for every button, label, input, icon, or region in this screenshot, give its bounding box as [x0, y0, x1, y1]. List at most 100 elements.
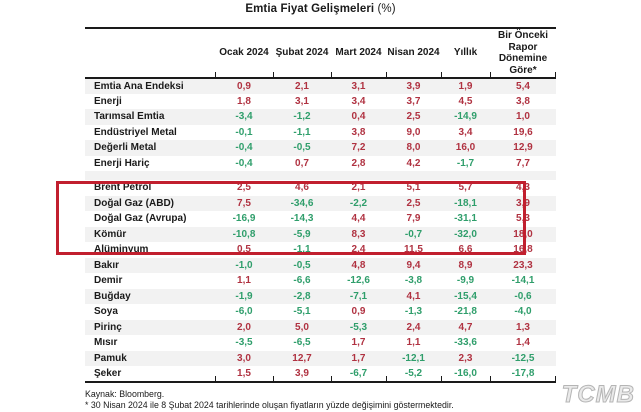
row-label: Endüstriyel Metal [94, 126, 177, 138]
value-cell: -1,2 [293, 111, 311, 123]
value-cell: 2,4 [351, 244, 366, 256]
value-cell: -0,6 [514, 290, 532, 302]
value-cell: 0,5 [237, 244, 251, 256]
table-row: Kömür -10,8 -5,9 8,3 -0,7 -32,0 18,0 [85, 226, 556, 242]
value-cell: 11,5 [404, 244, 423, 256]
value-cell: 2,5 [406, 197, 421, 209]
value-cell: 2,8 [351, 157, 366, 169]
value-cell: -0,1 [235, 126, 253, 138]
column-header: Şubat 2024 [273, 28, 331, 78]
value-cell: -1,7 [456, 157, 475, 169]
column-header: Nisan 2024 [386, 28, 441, 78]
table-row: Alüminyum 0,5 -1,1 2,4 11,5 6,6 16,8 [85, 242, 556, 258]
value-cell: 3,0 [237, 352, 251, 364]
value-cell: 4,8 [351, 259, 366, 271]
value-cell: 8,3 [351, 228, 366, 240]
value-cell: -12,5 [511, 352, 535, 364]
value-cell: -14,9 [454, 111, 477, 123]
footnote-text: * 30 Nisan 2024 ile 8 Şubat 2024 tarihle… [85, 399, 454, 410]
table-row: Enerji 1,8 3,1 3,4 3,7 4,5 3,8 [85, 94, 556, 110]
value-cell: -6,0 [235, 306, 253, 318]
value-cell: 19,6 [513, 126, 533, 138]
value-cell: 1,0 [516, 111, 530, 123]
table-row: Pamuk 3,0 12,7 1,7 -12,1 2,3 -12,5 [85, 350, 556, 366]
value-cell: 3,8 [351, 126, 366, 138]
table-footer: Kaynak: Bloomberg. * 30 Nisan 2024 ile 8… [85, 389, 454, 410]
row-label: Doğal Gaz (Avrupa) [94, 213, 187, 225]
value-cell: -16,9 [232, 213, 256, 225]
value-cell: -9,9 [456, 275, 475, 287]
title-text: Emtia Fiyat Gelişmeleri [245, 3, 375, 15]
value-cell: -17,8 [490, 366, 556, 382]
value-cell: 3,4 [458, 126, 473, 138]
value-cell: 2,3 [458, 352, 473, 364]
value-cell: 4,3 [516, 182, 530, 194]
row-label: Doğal Gaz (ABD) [94, 197, 174, 209]
value-cell: 4,5 [458, 95, 473, 107]
value-cell: 9,4 [406, 259, 421, 271]
column-header: Bir Önceki Rapor Dönemine Göre* [490, 28, 556, 78]
value-cell: 3,4 [351, 95, 366, 107]
value-cell: 7,5 [237, 197, 251, 209]
value-cell: 2,5 [237, 182, 251, 194]
value-cell: 3,9 [273, 366, 331, 382]
value-cell: 1,4 [516, 337, 530, 349]
table-row: Tarımsal Emtia -3,4 -1,2 0,4 2,5 -14,9 1,0 [85, 109, 556, 125]
value-cell: -12,6 [347, 275, 370, 287]
tcmb-watermark: TCMB [561, 381, 635, 409]
column-header: Yıllık [441, 28, 490, 78]
row-label: Mısır [94, 337, 118, 349]
value-cell: 4,7 [458, 321, 473, 333]
value-cell: -1,1 [293, 244, 311, 256]
column-header: Mart 2024 [331, 28, 386, 78]
value-cell: 1,7 [351, 352, 366, 364]
value-cell: -1,0 [235, 259, 253, 271]
value-cell: 2,5 [406, 111, 421, 123]
value-cell: -0,4 [235, 157, 253, 169]
row-label-header [85, 28, 215, 78]
value-cell: 8,9 [458, 259, 473, 271]
value-cell: 4,4 [351, 213, 366, 225]
row-label: Şeker [94, 367, 122, 379]
source-text: Kaynak: Bloomberg. [85, 389, 165, 399]
value-cell: -33,6 [454, 337, 477, 349]
commodity-price-table: Ocak 2024 Şubat 2024 Mart 2024 Nisan 202… [85, 27, 556, 383]
value-cell: -3,4 [235, 111, 253, 123]
value-cell: 5,7 [458, 182, 473, 194]
value-cell: -7,1 [349, 290, 368, 302]
value-cell: 1,7 [351, 337, 366, 349]
value-cell: -6,6 [293, 275, 311, 287]
value-cell: -14,3 [290, 213, 314, 225]
value-cell: -16,0 [441, 366, 490, 382]
table-row: Emtia Ana Endeksi 0,9 2,1 3,1 3,9 1,9 5,4 [85, 78, 556, 94]
value-cell: 0,9 [351, 306, 366, 318]
value-cell: 0,7 [295, 157, 309, 169]
value-cell: -5,3 [349, 321, 368, 333]
value-cell: 3,1 [295, 95, 309, 107]
value-cell: 1,1 [237, 275, 251, 287]
value-cell: -2,2 [349, 197, 368, 209]
value-cell: -2,8 [293, 290, 311, 302]
value-cell: -1,1 [293, 126, 311, 138]
value-cell: -31,1 [454, 213, 477, 225]
page-title: Emtia Fiyat Gelişmeleri (%) [85, 3, 556, 15]
table-row: Demir 1,1 -6,6 -12,6 -3,8 -9,9 -14,1 [85, 273, 556, 289]
row-label: Pirinç [94, 321, 122, 333]
value-cell: -0,5 [293, 259, 311, 271]
value-cell: 16,0 [455, 142, 476, 154]
value-cell: 2,1 [351, 182, 366, 194]
table-header: Ocak 2024 Şubat 2024 Mart 2024 Nisan 202… [85, 28, 556, 78]
value-cell: -14,1 [511, 275, 535, 287]
row-label: Buğday [94, 290, 131, 302]
value-cell: 1,1 [406, 337, 421, 349]
value-cell: -1,9 [235, 290, 253, 302]
value-cell: 16,8 [513, 244, 533, 256]
value-cell: -12,1 [402, 352, 425, 364]
value-cell: 12,9 [513, 142, 533, 154]
value-cell: 7,9 [406, 213, 421, 225]
value-cell: 0,4 [351, 111, 366, 123]
value-cell: 2,1 [295, 80, 309, 92]
value-cell: -5,2 [386, 366, 441, 382]
value-cell: -0,7 [404, 228, 423, 240]
